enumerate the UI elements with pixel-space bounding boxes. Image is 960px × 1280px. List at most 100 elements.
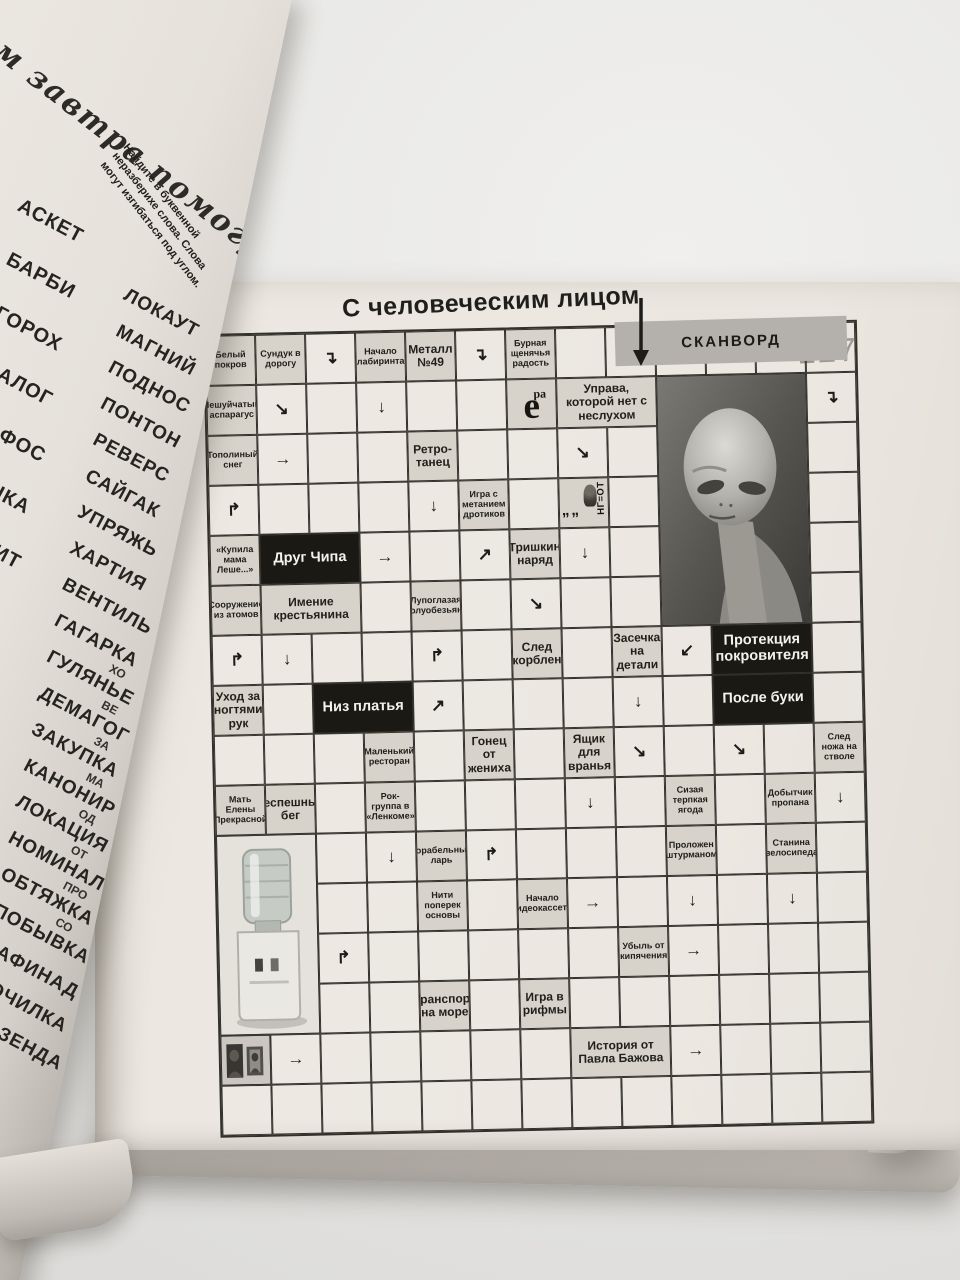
clue-cell: След оскорбления	[511, 628, 563, 680]
publisher-logo-cell: е ра	[506, 378, 558, 430]
grid-cell	[421, 1080, 473, 1132]
grid-cell	[713, 723, 765, 775]
clue-cell: Начало лабиринта	[355, 331, 407, 383]
grid-cell	[554, 327, 607, 379]
grid-cell	[361, 631, 413, 683]
clue-cell: Бурная щенячья радость	[504, 328, 557, 380]
grid-cell	[464, 779, 516, 831]
grid-cell	[318, 932, 370, 984]
clue-cell: Лупоглазая полуобезьяна	[410, 580, 462, 632]
grid-cell	[319, 982, 371, 1034]
grid-cell	[520, 1028, 572, 1080]
clue-cell: Убыль от кипячения	[618, 925, 670, 978]
grid-cell	[564, 777, 616, 829]
grid-cell	[521, 1078, 573, 1130]
grid-cell	[466, 879, 519, 931]
grid-cell	[365, 831, 417, 883]
grid-cell	[369, 981, 421, 1033]
clue-cell: Ящик для вранья	[563, 727, 615, 779]
clue-cell: Станина велосипеда	[765, 822, 817, 874]
grid-cell	[811, 621, 863, 673]
grid-cell	[258, 483, 310, 535]
grid-cell	[663, 724, 715, 777]
clue-cell: Засечка на детали	[611, 626, 663, 678]
rebus-cell: ,, ,, НГ=ОТ	[558, 477, 610, 529]
grid-cell	[514, 778, 566, 830]
alien-photo	[656, 372, 812, 627]
grid-cell	[560, 577, 612, 629]
grid-cell	[763, 722, 815, 774]
grid-cell	[221, 1084, 273, 1136]
grid-cell	[715, 823, 767, 875]
clue-cell: Проложен штурманом	[665, 824, 717, 877]
clue-cell: Игра с метанием дротиков	[458, 479, 510, 531]
grid-cell	[771, 1072, 823, 1124]
grid-cell	[356, 381, 408, 433]
grid-cell	[457, 429, 509, 481]
grid-cell	[721, 1073, 773, 1125]
grid-cell	[456, 379, 508, 431]
clue-cell: Гонец от жениха	[463, 729, 515, 781]
grid-cell	[257, 433, 309, 485]
grid-cell	[720, 1023, 772, 1075]
grid-cell	[614, 776, 666, 828]
grid-cell	[321, 1082, 373, 1134]
grid-cell	[615, 826, 667, 878]
grid-cell	[358, 481, 410, 533]
clue-cell: Неспешный бег	[264, 783, 316, 835]
grid-cell	[718, 923, 770, 975]
grid-cell	[306, 382, 358, 434]
grid-cell	[609, 526, 661, 578]
clue-cell: Мать Елены Прекрасной	[214, 784, 266, 836]
grid-cell	[313, 732, 365, 784]
page-curl	[0, 1137, 140, 1243]
grid-cell	[368, 931, 420, 983]
clue-cell: Игра в рифмы	[519, 978, 571, 1030]
clue-cell: Корабельный ларь	[415, 830, 467, 882]
grid-cell	[512, 678, 564, 730]
grid-cell	[367, 881, 419, 933]
black-clue-cell: Протекция покровителя	[711, 622, 813, 675]
grid-cell	[805, 371, 858, 423]
rebus-label: НГ=ОТ	[595, 481, 608, 515]
clue-cell: Добытчик пропана	[764, 772, 816, 824]
grid-cell	[270, 1033, 322, 1085]
grid-cell	[557, 427, 609, 479]
grid-cell	[613, 726, 665, 778]
grid-cell	[513, 728, 565, 780]
clue-cell: Рок-группа в «Ленкоме»	[364, 781, 416, 833]
grid-cell	[607, 426, 659, 478]
grid-cell	[565, 827, 617, 879]
grid-cell	[562, 677, 614, 729]
grid-cell	[320, 1032, 372, 1084]
grid-cell	[263, 733, 315, 785]
grid-cell	[608, 476, 660, 528]
portraits-photo	[220, 1034, 272, 1086]
black-clue-cell: После буки	[712, 672, 814, 725]
grid-cell	[461, 629, 513, 681]
grid-cell	[510, 578, 562, 630]
clue-cell: Металл №49	[404, 330, 457, 382]
scanword-grid: Белый покров Сундук в дорогу Начало лабири…	[203, 319, 875, 1138]
grid-cell	[661, 624, 713, 677]
grid-cell	[662, 674, 714, 727]
clue-cell: Сооружение из атомов	[210, 584, 262, 636]
clue-cell: Уход за ногтями рук	[212, 684, 264, 736]
grid-cell	[314, 782, 366, 834]
clue-cell: История от Павла Бажова	[570, 1025, 672, 1079]
grid-cell	[317, 882, 369, 934]
grid-cell	[411, 630, 463, 682]
grid-cell	[470, 1029, 522, 1081]
grid-cell	[817, 921, 870, 973]
grid-cell	[815, 821, 867, 873]
grid-cell	[809, 521, 861, 573]
grid-cell	[668, 924, 720, 976]
clue-cell: След ножа на стволе	[813, 721, 865, 773]
grid-cell	[568, 927, 620, 979]
grid-cell	[315, 832, 368, 884]
grid-cell	[471, 1079, 523, 1131]
grid-cell	[666, 874, 719, 926]
grid-cell	[768, 922, 820, 974]
grid-cell	[311, 632, 363, 684]
